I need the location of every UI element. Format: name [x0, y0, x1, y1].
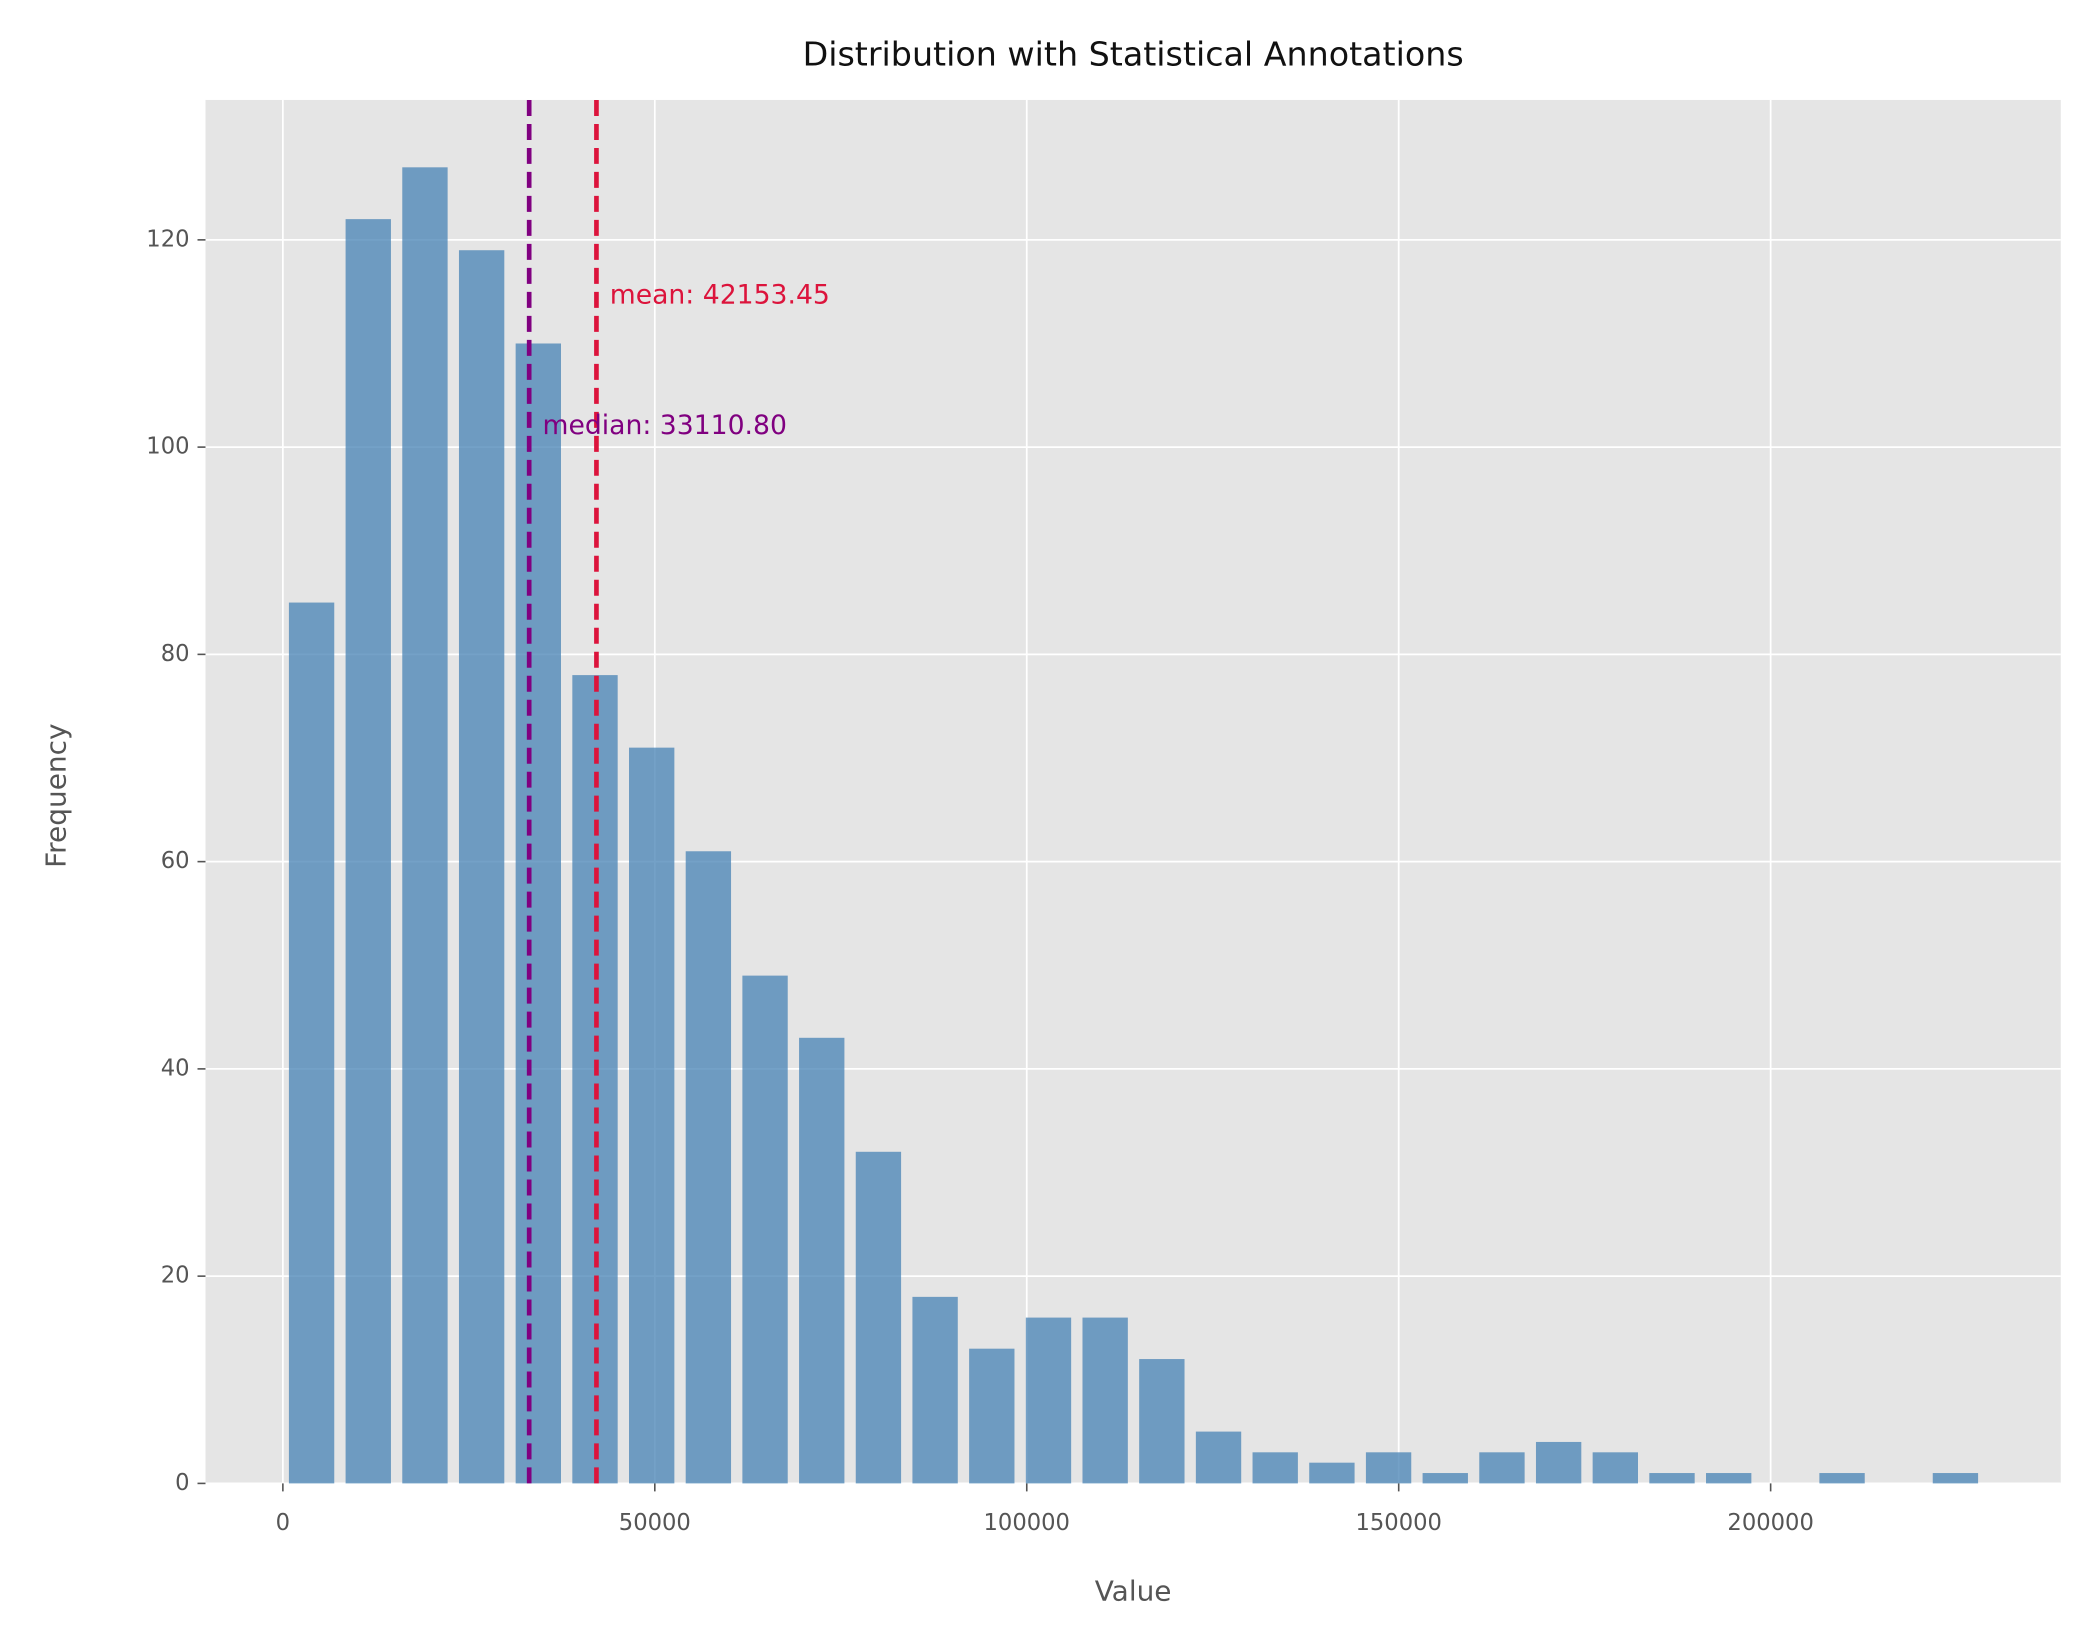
- bar: [1252, 1452, 1298, 1484]
- bar: [629, 747, 675, 1484]
- bar: [799, 1037, 845, 1484]
- y-tick-label: 60: [161, 848, 190, 874]
- bar: [1309, 1462, 1355, 1484]
- y-tick-label: 0: [175, 1470, 189, 1496]
- y-tick-label: 100: [146, 434, 189, 460]
- stat-label: median: 33110.80: [543, 410, 787, 441]
- bar: [515, 343, 561, 1484]
- bar: [458, 250, 505, 1484]
- bar: [345, 219, 391, 1484]
- bar: [742, 975, 788, 1484]
- bar: [288, 602, 335, 1484]
- y-axis-label: Frequency: [40, 723, 73, 868]
- bar: [1932, 1473, 1979, 1484]
- bar: [685, 851, 732, 1484]
- bar: [1819, 1473, 1865, 1484]
- x-tick-label: 50000: [619, 1510, 691, 1536]
- y-tick-label: 80: [161, 641, 190, 667]
- bar: [1592, 1452, 1638, 1484]
- x-tick-label: 200000: [1727, 1510, 1813, 1536]
- x-tick-label: 100000: [984, 1510, 1070, 1536]
- plot-area: [205, 99, 2061, 1484]
- bar: [402, 167, 448, 1484]
- bar: [1649, 1473, 1695, 1484]
- bar: [1422, 1473, 1468, 1484]
- bar: [1365, 1452, 1412, 1484]
- bar: [1082, 1317, 1128, 1484]
- bar: [1195, 1431, 1242, 1484]
- y-tick-label: 40: [161, 1055, 190, 1081]
- y-tick-label: 20: [161, 1263, 190, 1289]
- bar: [1139, 1359, 1185, 1484]
- stat-label: mean: 42153.45: [610, 279, 830, 310]
- bar: [1479, 1452, 1525, 1484]
- x-axis-label: Value: [1095, 1575, 1172, 1608]
- bar: [855, 1151, 902, 1484]
- bar: [912, 1296, 958, 1484]
- x-tick-label: 150000: [1355, 1510, 1441, 1536]
- chart-title: Distribution with Statistical Annotation…: [803, 34, 1464, 73]
- bar: [969, 1348, 1015, 1484]
- x-tick-label: 0: [276, 1510, 290, 1536]
- bar: [1025, 1317, 1072, 1484]
- bar: [1535, 1441, 1582, 1484]
- bar: [1706, 1473, 1752, 1484]
- y-tick-label: 120: [146, 226, 189, 252]
